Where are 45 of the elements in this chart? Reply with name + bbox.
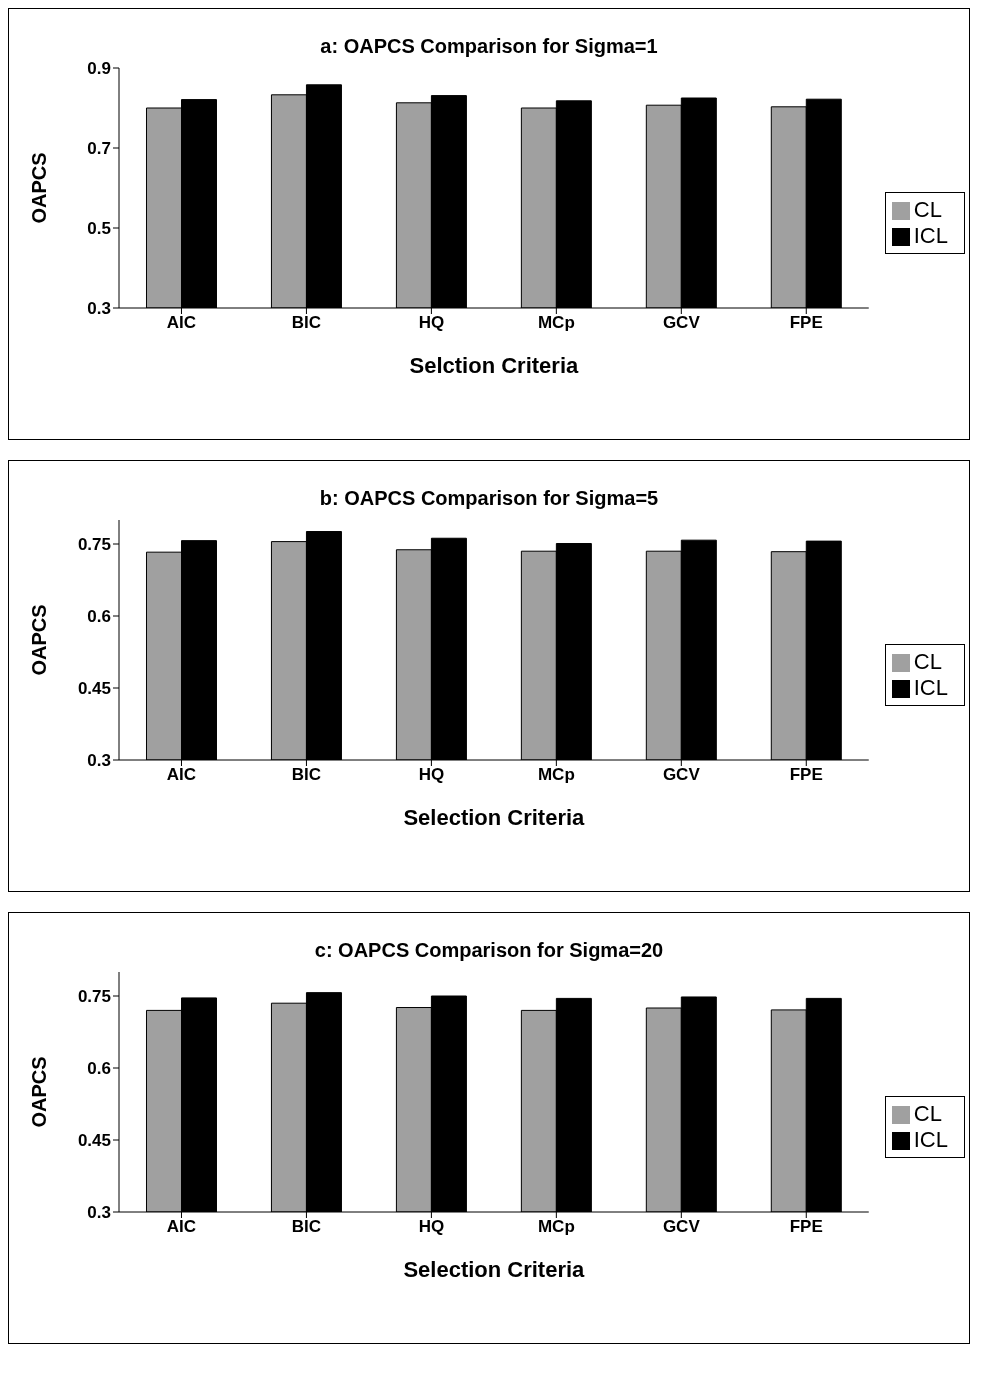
y-tick-label: 0.3	[87, 1203, 111, 1223]
y-axis-title: OAPCS	[28, 604, 51, 676]
x-tick-label: HQ	[418, 1217, 445, 1237]
chart-title: c: OAPCS Comparison for Sigma=20	[313, 938, 665, 962]
legend-label: CL	[913, 1101, 942, 1126]
x-tick-label: MCp	[537, 765, 575, 785]
x-tick-label: BIC	[291, 1217, 322, 1237]
y-axis-title: OAPCS	[28, 1056, 51, 1128]
chart-title: b: OAPCS Comparison for Sigma=5	[318, 486, 660, 510]
y-tick-label: 0.75	[77, 535, 111, 555]
y-tick-label: 0.5	[87, 219, 111, 239]
x-tick-label: BIC	[291, 313, 322, 333]
y-tick-label: 0.45	[77, 679, 111, 699]
y-tick-label: 0.3	[87, 751, 111, 771]
legend-label: ICL	[913, 675, 948, 700]
x-tick-label: AIC	[166, 765, 197, 785]
x-axis-title: Selection Criteria	[403, 1257, 586, 1282]
x-tick-label: FPE	[789, 765, 823, 785]
legend-label: ICL	[913, 1127, 948, 1152]
x-tick-label: FPE	[789, 1217, 823, 1237]
legend-label: CL	[913, 197, 942, 222]
y-tick-label: 0.6	[87, 607, 111, 627]
y-tick-label: 0.7	[87, 139, 111, 159]
x-tick-label: HQ	[418, 765, 445, 785]
y-axis-title: OAPCS	[28, 152, 51, 224]
x-axis-title: Selction Criteria	[409, 353, 579, 378]
y-tick-label: 0.3	[87, 299, 111, 319]
x-tick-label: HQ	[418, 313, 445, 333]
legend-label: ICL	[913, 223, 948, 248]
x-tick-label: BIC	[291, 765, 322, 785]
x-tick-label: FPE	[789, 313, 823, 333]
x-tick-label: GCV	[662, 1217, 701, 1237]
y-tick-label: 0.9	[87, 59, 111, 79]
x-tick-label: GCV	[662, 313, 701, 333]
y-tick-label: 0.75	[77, 987, 111, 1007]
y-tick-label: 0.6	[87, 1059, 111, 1079]
legend-label: CL	[913, 649, 942, 674]
x-tick-label: MCp	[537, 1217, 575, 1237]
x-tick-label: AIC	[166, 313, 197, 333]
chart-title: a: OAPCS Comparison for Sigma=1	[319, 34, 659, 58]
y-tick-label: 0.45	[77, 1131, 111, 1151]
x-tick-label: AIC	[166, 1217, 197, 1237]
x-tick-label: MCp	[537, 313, 575, 333]
x-axis-title: Selection Criteria	[403, 805, 586, 830]
x-tick-label: GCV	[662, 765, 701, 785]
